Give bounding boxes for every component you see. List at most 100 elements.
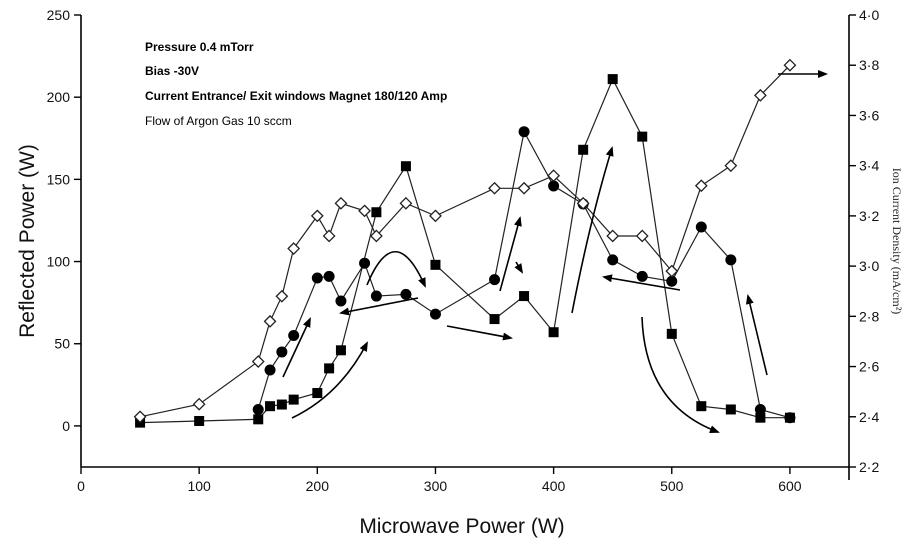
data-point-diamond — [694, 179, 708, 193]
y2-tick-label: 3·0 — [859, 258, 879, 274]
data-point-diamond — [517, 181, 531, 195]
data-point-diamond — [635, 229, 649, 243]
series-filled-square — [135, 74, 795, 428]
series-line-filled-circle — [257, 129, 791, 419]
data-point-circle — [489, 274, 501, 286]
arrow-tiny — [514, 261, 524, 274]
data-point-square — [489, 314, 500, 325]
data-point-square — [578, 144, 589, 155]
data-point-diamond — [310, 209, 324, 223]
y2-tick-label: 3·4 — [859, 158, 879, 174]
data-point-circle — [754, 403, 766, 415]
y-tick-label: 0 — [62, 418, 70, 434]
direction-arrows — [282, 70, 828, 433]
data-point-diamond — [251, 355, 265, 368]
y2-tick-label: 2·8 — [859, 308, 879, 324]
data-point-square — [637, 131, 648, 142]
arrow-curve-low-up — [291, 341, 368, 419]
data-point-square — [253, 414, 264, 425]
data-point-diamond — [322, 229, 336, 243]
data-point-diamond — [429, 209, 442, 223]
data-point-circle — [548, 180, 560, 192]
data-point-circle — [695, 221, 707, 233]
data-point-diamond — [334, 196, 348, 210]
arrow-up-short — [499, 216, 522, 292]
data-point-square — [371, 207, 382, 218]
data-point-circle — [636, 270, 648, 282]
x-tick-label: 300 — [424, 478, 448, 494]
y-tick-label: 250 — [47, 7, 71, 23]
data-point-diamond — [724, 159, 738, 173]
annotation-gas-flow: Flow of Argon Gas 10 sccm — [145, 114, 292, 128]
data-point-circle — [264, 364, 276, 376]
data-point-circle — [784, 412, 796, 424]
plot-frame — [80, 15, 850, 480]
data-point-circle — [725, 254, 737, 266]
data-point-circle — [607, 254, 619, 266]
data-point-diamond — [263, 314, 277, 328]
data-point-square — [335, 345, 346, 356]
y2-tick-label: 4·0 — [859, 7, 879, 23]
data-point-square — [548, 327, 559, 338]
x-tick-label: 600 — [778, 478, 802, 494]
tick-labels: 0 100 200 300 400 500 600 0 50 100 150 200 250 2·2 2·4… — [47, 7, 880, 494]
data-point-circle — [359, 257, 371, 269]
series-line-filled-square — [140, 77, 790, 424]
data-point-circle — [429, 308, 441, 320]
annotation-bias: Bias -30V — [145, 64, 199, 78]
x-tick-label: 400 — [542, 478, 566, 494]
y2-tick-label: 2·2 — [859, 459, 879, 475]
y2-tick-label: 2·6 — [859, 359, 879, 375]
data-point-circle — [276, 346, 288, 358]
y-tick-label: 100 — [47, 254, 71, 270]
y2-tick-label: 3·6 — [859, 107, 879, 123]
y2-tick-label: 2·4 — [859, 409, 879, 425]
data-point-square — [276, 399, 287, 410]
arrow-left-right-side — [602, 274, 681, 291]
arrow-left-mid — [339, 297, 419, 316]
data-point-diamond — [488, 181, 501, 195]
data-point-square — [400, 161, 411, 172]
arrow-curve-down — [641, 316, 720, 433]
arrow-loop-top — [366, 251, 426, 288]
data-point-diamond — [606, 229, 620, 243]
data-point-diamond — [783, 58, 797, 72]
data-point-circle — [335, 295, 347, 307]
data-point-square — [519, 291, 530, 302]
data-point-square — [324, 363, 335, 374]
x-tick-label: 0 — [77, 478, 85, 494]
y2-tick-label: 3·2 — [859, 208, 879, 224]
data-point-diamond — [369, 229, 383, 243]
series-layer — [133, 58, 797, 428]
y-tick-label: 50 — [54, 336, 70, 352]
data-point-square — [430, 259, 441, 270]
data-point-square — [265, 401, 276, 412]
x-tick-label: 500 — [660, 478, 684, 494]
arrow-low-up-left — [282, 317, 311, 378]
data-point-circle — [400, 288, 412, 300]
data-point-diamond — [665, 264, 679, 278]
series-open-diamond — [133, 58, 797, 424]
data-point-square — [666, 328, 677, 339]
y-tick-label: 200 — [47, 89, 71, 105]
arrow-curve-up-big — [571, 146, 614, 314]
series-filled-circle — [252, 126, 796, 424]
data-point-diamond — [753, 88, 767, 102]
annotation-magnet-current: Current Entrance/ Exit windows Magnet 18… — [145, 89, 447, 103]
y2-axis-title: Ion Current Density (mA/cm²) — [890, 168, 904, 315]
x-tick-label: 100 — [187, 478, 211, 494]
x-axis-title: Microwave Power (W) — [359, 515, 564, 538]
data-point-diamond — [287, 242, 301, 255]
axis-ticks — [74, 14, 856, 474]
data-point-circle — [666, 275, 678, 287]
data-point-diamond — [547, 169, 561, 183]
y2-tick-label: 3·8 — [859, 57, 879, 73]
data-point-diamond — [133, 410, 147, 424]
data-point-circle — [323, 270, 335, 282]
x-tick-label: 200 — [306, 478, 330, 494]
data-point-square — [607, 74, 618, 85]
data-point-square — [288, 394, 299, 405]
data-point-diamond — [576, 196, 590, 210]
data-point-square — [725, 404, 736, 415]
